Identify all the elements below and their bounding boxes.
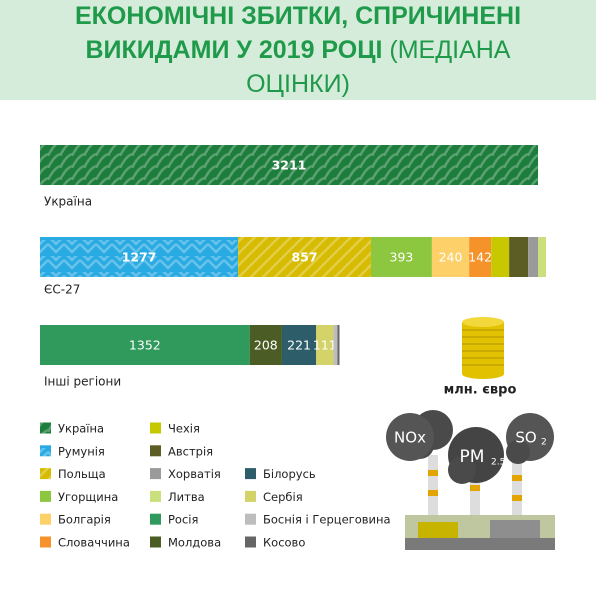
legend-label: Чехія <box>168 422 200 436</box>
bar-segment <box>431 237 470 277</box>
pollutant-label: SO <box>515 429 536 447</box>
legend-swatch <box>245 536 256 548</box>
legend-label: Литва <box>168 490 205 504</box>
value-label: 111 <box>313 338 337 353</box>
bar-segment <box>238 237 371 277</box>
value-label: 857 <box>291 250 317 265</box>
coin-icon <box>462 317 504 379</box>
value-label: 1352 <box>129 338 161 353</box>
bar-segment <box>40 325 250 365</box>
value-label: 393 <box>390 250 414 265</box>
value-label: 142 <box>468 250 492 265</box>
legend-swatch <box>40 422 51 434</box>
bar-segment <box>40 237 239 277</box>
legend-label: Болгарія <box>58 513 111 527</box>
legend-label: Косово <box>263 536 305 550</box>
legend-label: Сербія <box>263 490 303 504</box>
legend-swatch <box>150 445 161 457</box>
legend-label: Австрія <box>168 444 213 458</box>
legend-label: Польща <box>58 467 106 481</box>
bar-segment <box>469 237 492 277</box>
bar-segment <box>509 237 529 277</box>
header: ЕКОНОМІЧНІ ЗБИТКИ, СПРИЧИНЕНІ ВИКИДАМИ У… <box>0 0 596 100</box>
legend-label: Молдова <box>168 536 221 550</box>
bar-segment <box>528 237 538 277</box>
legend-swatch <box>150 468 161 480</box>
legend-label: Угорщина <box>58 490 118 504</box>
pollutant-label: PM <box>460 447 485 467</box>
value-label: 1277 <box>122 250 157 265</box>
subtitle: (МЕДІАНА ОЦІНКИ) <box>246 36 511 98</box>
bar-segment <box>337 325 340 365</box>
legend-swatch <box>40 490 51 502</box>
legend-swatch <box>150 513 161 525</box>
legend-swatch <box>40 513 51 525</box>
legend-swatch <box>40 445 51 457</box>
bar-segment <box>281 325 317 365</box>
legend-label: Україна <box>58 422 104 436</box>
value-label: 221 <box>287 338 311 353</box>
factory-illustration <box>386 410 555 550</box>
legend-swatch <box>245 490 256 502</box>
bar-segment <box>316 325 334 365</box>
legend-label: Хорватія <box>168 467 221 481</box>
pollutant-label: NOx <box>394 429 426 447</box>
legend-label: Румунія <box>58 444 105 458</box>
bar-segment <box>370 237 432 277</box>
value-label: 208 <box>254 338 278 353</box>
row-label: Інші регіони <box>44 375 121 389</box>
legend-swatch <box>40 536 51 548</box>
legend-swatch <box>150 422 161 434</box>
title: ЕКОНОМІЧНІ ЗБИТКИ, СПРИЧИНЕНІ ВИКИДАМИ У… <box>74 2 522 64</box>
legend-swatch <box>40 468 51 480</box>
legend-swatch <box>150 536 161 548</box>
pollutant-label-sub: 2 <box>541 438 547 448</box>
row-label: Україна <box>44 195 92 209</box>
legend-swatch <box>245 513 256 525</box>
pollutant-label-sub: 2.5 <box>491 458 505 468</box>
legend-swatch <box>150 490 161 502</box>
row-label: ЄС-27 <box>44 283 80 297</box>
bar-segment <box>333 325 338 365</box>
bar-segment <box>491 237 510 277</box>
bar-segment <box>249 325 282 365</box>
value-label: 3211 <box>272 158 307 173</box>
legend-label: Боснія і Герцеговина <box>263 513 391 527</box>
bar-segment <box>538 237 547 277</box>
bar-segment <box>40 145 538 185</box>
unit-label: млн. євро <box>444 383 517 398</box>
value-label: 240 <box>439 250 463 265</box>
legend-label: Словаччина <box>58 536 130 550</box>
legend-label: Білорусь <box>263 467 316 481</box>
legend-swatch <box>245 468 256 480</box>
legend-label: Росія <box>168 513 198 527</box>
title-block: ЕКОНОМІЧНІ ЗБИТКИ, СПРИЧИНЕНІ ВИКИДАМИ У… <box>48 0 548 101</box>
